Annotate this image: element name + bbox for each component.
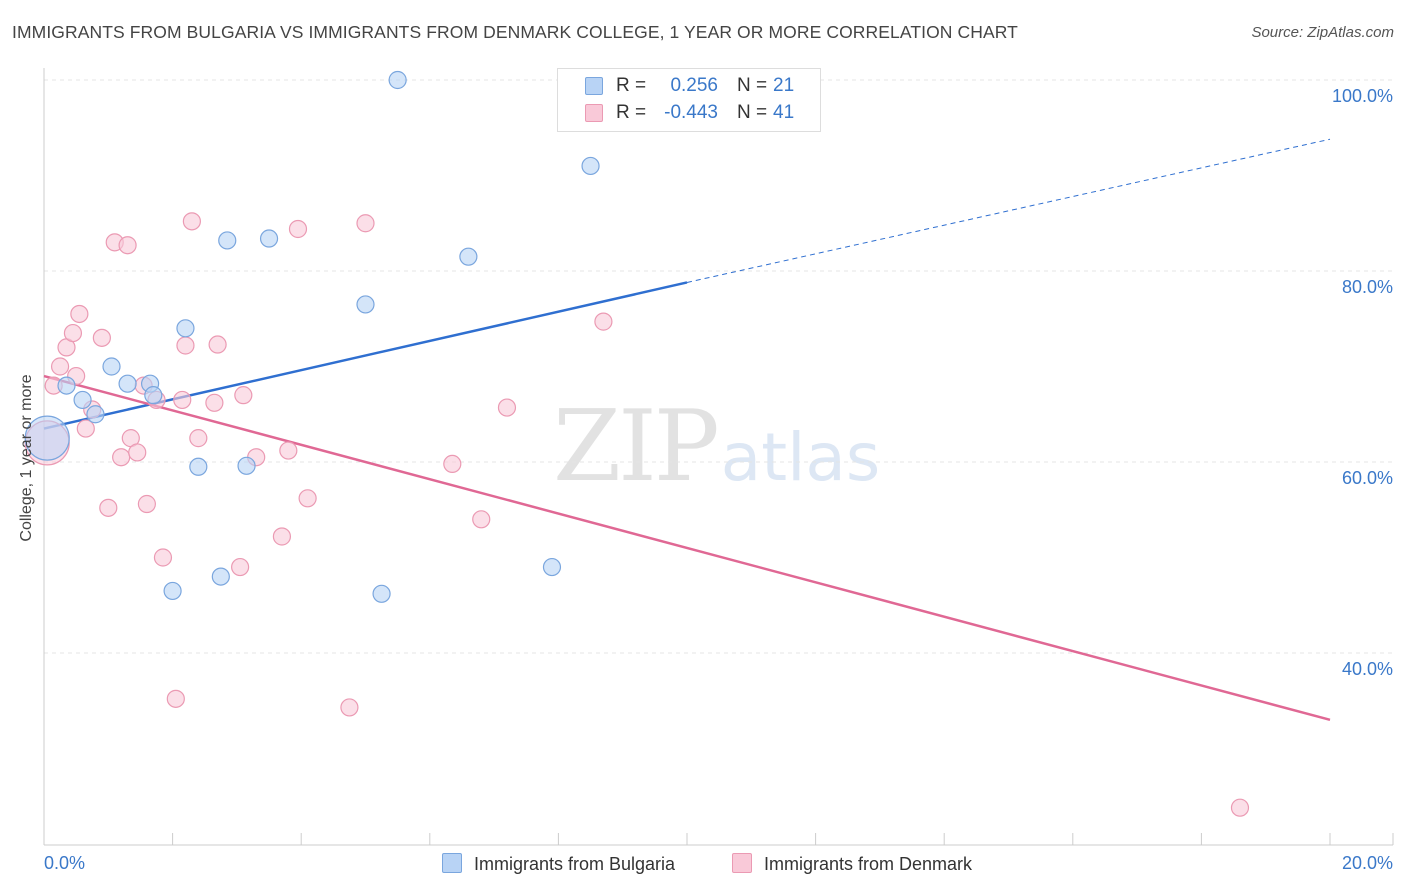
denmark-point	[205, 393, 224, 412]
y-tick-label: 40.0%	[1342, 659, 1393, 679]
watermark-zip: ZIP	[553, 390, 720, 504]
n-label: N =	[737, 102, 768, 123]
denmark-point	[594, 312, 613, 331]
data-points	[24, 70, 1250, 817]
bulgaria-point	[372, 584, 391, 603]
bulgaria-point	[459, 247, 478, 266]
legend-item-bulgaria: Immigrants from Bulgaria	[442, 852, 712, 876]
bulgaria-point	[86, 405, 105, 424]
denmark-point	[497, 398, 517, 417]
bulgaria-point	[542, 557, 562, 577]
denmark-point	[50, 357, 70, 376]
bulgaria-point	[176, 319, 195, 338]
bulgaria-point	[57, 376, 76, 395]
denmark-point	[176, 336, 195, 355]
denmark-point	[298, 489, 317, 508]
denmark-point	[63, 323, 83, 343]
chart-title: IMMIGRANTS FROM BULGARIA VS IMMIGRANTS F…	[12, 22, 1018, 42]
x-tick-label: 0.0%	[44, 853, 85, 873]
source-note: Source: ZipAtlas.com	[1251, 24, 1394, 41]
stats-row-denmark: R = -0.443 N = 41	[558, 100, 820, 126]
r-label: R =	[616, 75, 647, 96]
denmark-point	[340, 698, 359, 717]
denmark-point	[92, 328, 111, 347]
bulgaria-point	[388, 70, 407, 90]
y-tick-label: 100.0%	[1332, 86, 1393, 106]
bulgaria-point	[118, 374, 137, 393]
bulgaria-point	[356, 295, 375, 314]
denmark-point	[189, 429, 208, 448]
bulgaria-point	[102, 357, 121, 376]
denmark-point	[234, 386, 253, 405]
legend-item-denmark: Immigrants from Denmark	[732, 852, 1012, 876]
n-value: 21	[773, 75, 795, 96]
watermark-atlas: atlas	[720, 419, 881, 496]
denmark-swatch	[585, 104, 603, 122]
watermark: ZIPatlas	[553, 398, 880, 496]
denmark-point	[288, 219, 308, 239]
denmark-point	[182, 212, 201, 231]
tick-labels: 40.0% 60.0% 80.0% 100.0% 0.0% 20.0%	[44, 86, 1393, 873]
denmark-legend-swatch	[732, 853, 752, 873]
bulgaria-point	[144, 386, 163, 405]
r-label: R =	[616, 102, 647, 123]
y-tick-label: 80.0%	[1342, 277, 1393, 297]
denmark-point	[1230, 798, 1250, 817]
y-tick-label: 60.0%	[1342, 468, 1393, 488]
denmark-point	[153, 548, 173, 567]
denmark-point	[443, 454, 462, 474]
x-tick-label: 20.0%	[1342, 853, 1393, 873]
denmark-point	[272, 527, 292, 546]
denmark-point	[76, 419, 95, 438]
axes	[43, 68, 1394, 846]
bulgaria-point	[24, 415, 70, 461]
denmark-point	[166, 689, 185, 708]
legend-label: Immigrants from Denmark	[764, 854, 973, 874]
denmark-point	[112, 448, 131, 467]
denmark-point	[231, 557, 250, 577]
bulgaria-point	[163, 581, 182, 601]
n-value: 41	[773, 102, 795, 123]
bulgaria-point	[218, 231, 237, 250]
legend-label: Immigrants from Bulgaria	[474, 854, 676, 874]
trend-lines	[43, 138, 1331, 722]
stats-box: R = 0.256 N = 21 R = -0.443 N = 41	[557, 68, 821, 132]
n-label: N =	[737, 75, 768, 96]
y-axis-label: College, 1 year or more	[18, 374, 35, 542]
denmark-point	[118, 236, 137, 255]
denmark-point	[173, 390, 192, 410]
bulgaria-point	[73, 390, 92, 410]
bulgaria-point	[211, 567, 230, 586]
denmark-point	[279, 441, 298, 460]
denmark-point	[128, 443, 147, 462]
bulgaria-point	[259, 229, 279, 248]
r-value: 0.256	[670, 75, 718, 96]
bulgaria-swatch	[585, 77, 603, 95]
denmark-point	[99, 498, 118, 517]
bulgaria-point	[237, 456, 256, 475]
denmark-trend-line	[43, 374, 1331, 722]
denmark-point	[208, 335, 227, 354]
denmark-point	[472, 510, 491, 529]
bulgaria-legend-swatch	[442, 853, 462, 873]
denmark-point	[137, 494, 156, 514]
stats-row-bulgaria: R = 0.256 N = 21	[558, 73, 820, 99]
bulgaria-trend-extension	[686, 138, 1331, 283]
denmark-point	[356, 214, 375, 233]
r-value: -0.443	[664, 102, 718, 123]
bulgaria-point	[581, 156, 600, 176]
bulgaria-point	[189, 457, 208, 476]
denmark-point	[70, 304, 89, 324]
